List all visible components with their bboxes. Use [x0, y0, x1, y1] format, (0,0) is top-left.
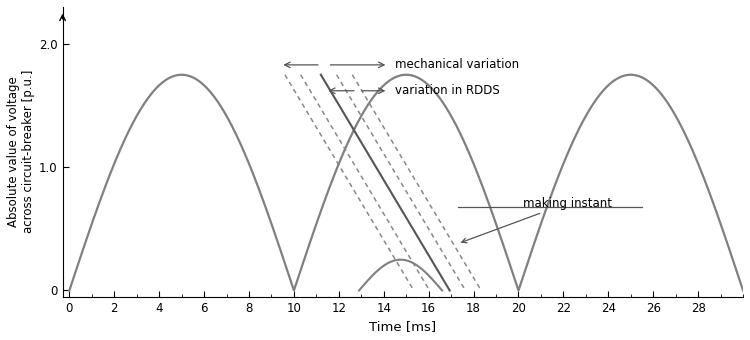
Text: mechanical variation: mechanical variation [395, 58, 519, 71]
X-axis label: Time [ms]: Time [ms] [369, 320, 436, 333]
Text: variation in RDDS: variation in RDDS [395, 84, 500, 97]
Y-axis label: Absolute value of voltage
across circuit-breaker [p.u.]: Absolute value of voltage across circuit… [7, 70, 35, 234]
Text: making instant: making instant [462, 197, 612, 243]
